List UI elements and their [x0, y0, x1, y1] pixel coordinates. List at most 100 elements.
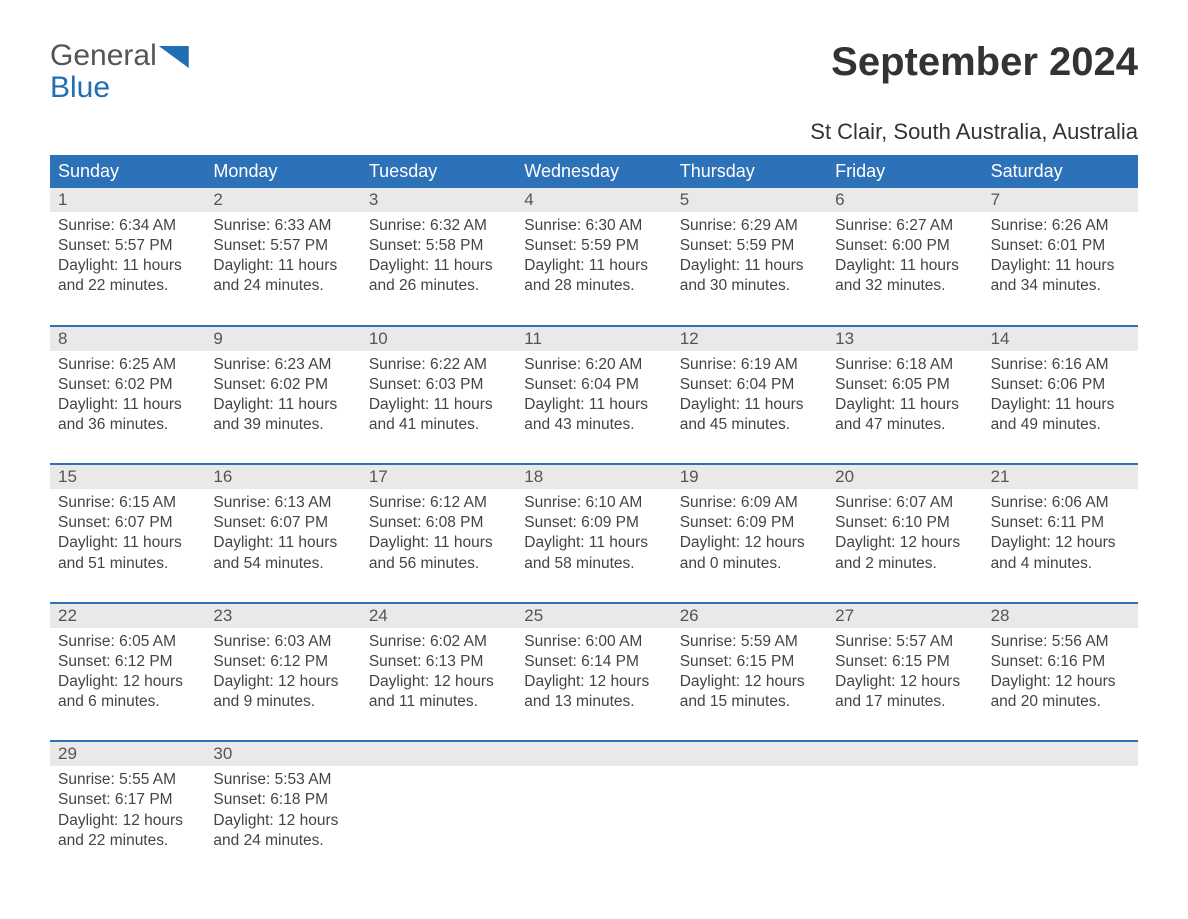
day-number: 13 [827, 327, 982, 351]
day-cell: Sunrise: 6:34 AMSunset: 5:57 PMDaylight:… [50, 212, 205, 301]
daylight-line: Daylight: 12 hours and 6 minutes. [58, 672, 197, 712]
day-number: 29 [50, 742, 205, 766]
day-cell: Sunrise: 6:26 AMSunset: 6:01 PMDaylight:… [983, 212, 1138, 301]
daynum-row: 891011121314 [50, 327, 1138, 351]
sunrise-line: Sunrise: 6:32 AM [369, 216, 508, 236]
day-cell [516, 766, 671, 855]
day-number: 10 [361, 327, 516, 351]
page-title: September 2024 [831, 40, 1138, 85]
day-number: 8 [50, 327, 205, 351]
day-number: 27 [827, 604, 982, 628]
calendar-week: 15161718192021Sunrise: 6:15 AMSunset: 6:… [50, 463, 1138, 578]
calendar-week: 1234567Sunrise: 6:34 AMSunset: 5:57 PMDa… [50, 188, 1138, 301]
daylight-line: Daylight: 11 hours and 51 minutes. [58, 533, 197, 573]
sunrise-line: Sunrise: 6:20 AM [524, 355, 663, 375]
day-number: 18 [516, 465, 671, 489]
calendar-header-cell: Sunday [50, 155, 205, 188]
day-cell: Sunrise: 6:00 AMSunset: 6:14 PMDaylight:… [516, 628, 671, 717]
day-cell: Sunrise: 6:20 AMSunset: 6:04 PMDaylight:… [516, 351, 671, 440]
daylight-line: Daylight: 11 hours and 47 minutes. [835, 395, 974, 435]
daybody-row: Sunrise: 6:34 AMSunset: 5:57 PMDaylight:… [50, 212, 1138, 301]
day-cell: Sunrise: 6:22 AMSunset: 6:03 PMDaylight:… [361, 351, 516, 440]
day-cell: Sunrise: 6:03 AMSunset: 6:12 PMDaylight:… [205, 628, 360, 717]
day-cell [361, 766, 516, 855]
day-cell [672, 766, 827, 855]
sunrise-line: Sunrise: 5:56 AM [991, 632, 1130, 652]
day-cell: Sunrise: 6:09 AMSunset: 6:09 PMDaylight:… [672, 489, 827, 578]
sunrise-line: Sunrise: 6:15 AM [58, 493, 197, 513]
sunrise-line: Sunrise: 6:29 AM [680, 216, 819, 236]
sunrise-line: Sunrise: 5:59 AM [680, 632, 819, 652]
day-cell: Sunrise: 6:06 AMSunset: 6:11 PMDaylight:… [983, 489, 1138, 578]
daylight-line: Daylight: 11 hours and 56 minutes. [369, 533, 508, 573]
daybody-row: Sunrise: 6:05 AMSunset: 6:12 PMDaylight:… [50, 628, 1138, 717]
sunrise-line: Sunrise: 6:18 AM [835, 355, 974, 375]
sunset-line: Sunset: 6:12 PM [213, 652, 352, 672]
sunrise-line: Sunrise: 5:53 AM [213, 770, 352, 790]
sunrise-line: Sunrise: 6:16 AM [991, 355, 1130, 375]
day-cell: Sunrise: 6:33 AMSunset: 5:57 PMDaylight:… [205, 212, 360, 301]
daylight-line: Daylight: 11 hours and 49 minutes. [991, 395, 1130, 435]
sunset-line: Sunset: 6:08 PM [369, 513, 508, 533]
day-number: 30 [205, 742, 360, 766]
daylight-line: Daylight: 11 hours and 41 minutes. [369, 395, 508, 435]
sunset-line: Sunset: 6:14 PM [524, 652, 663, 672]
daybody-row: Sunrise: 6:15 AM Sunset: 6:07 PM Daylight:… [50, 489, 1138, 578]
sunrise-line: Sunrise: 6:07 AM [835, 493, 974, 513]
sunrise-line: Sunrise: 5:55 AM [58, 770, 197, 790]
sunset-line: Sunset: 6:01 PM [991, 236, 1130, 256]
daylight-line: Daylight: 12 hours and 20 minutes. [991, 672, 1130, 712]
calendar-week: 22232425262728Sunrise: 6:05 AMSunset: 6:… [50, 602, 1138, 717]
calendar-header-row: SundayMondayTuesdayWednesdayThursdayFrid… [50, 155, 1138, 188]
day-cell: Sunrise: 6:07 AMSunset: 6:10 PMDaylight:… [827, 489, 982, 578]
day-number: 5 [672, 188, 827, 212]
sunset-line: Sunset: 6:09 PM [524, 513, 663, 533]
sunrise-line: Sunrise: 6:02 AM [369, 632, 508, 652]
sunset-line: Sunset: 6:07 PM [213, 513, 352, 533]
calendar-header-cell: Thursday [672, 155, 827, 188]
sunset-line: Sunset: 6:11 PM [991, 513, 1130, 533]
daylight-line: Daylight: 12 hours and 0 minutes. [680, 533, 819, 573]
day-cell: Sunrise: 6:12 AMSunset: 6:08 PMDaylight:… [361, 489, 516, 578]
day-number: 6 [827, 188, 982, 212]
day-cell: Sunrise: 6:02 AMSunset: 6:13 PMDaylight:… [361, 628, 516, 717]
logo-flag-icon [159, 46, 189, 68]
daylight-line: Daylight: 11 hours and 28 minutes. [524, 256, 663, 296]
day-number: 24 [361, 604, 516, 628]
daylight-line: Daylight: 12 hours and 17 minutes. [835, 672, 974, 712]
sunset-line: Sunset: 6:10 PM [835, 513, 974, 533]
sunrise-line: Sunrise: 6:06 AM [991, 493, 1130, 513]
sunset-line: Sunset: 6:09 PM [680, 513, 819, 533]
daynum-row: 2930 [50, 742, 1138, 766]
day-number: 1 [50, 188, 205, 212]
day-number [983, 742, 1138, 766]
daybody-row: Sunrise: 6:25 AMSunset: 6:02 PMDaylight:… [50, 351, 1138, 440]
day-number: 3 [361, 188, 516, 212]
daylight-line: Daylight: 11 hours and 26 minutes. [369, 256, 508, 296]
sunset-line: Sunset: 5:57 PM [213, 236, 352, 256]
daylight-line: Daylight: 12 hours and 4 minutes. [991, 533, 1130, 573]
sunrise-line: Sunrise: 6:12 AM [369, 493, 508, 513]
daybody-row: Sunrise: 5:55 AMSunset: 6:17 PMDaylight:… [50, 766, 1138, 855]
sunrise-line: Sunrise: 5:57 AM [835, 632, 974, 652]
day-cell: Sunrise: 6:29 AMSunset: 5:59 PMDaylight:… [672, 212, 827, 301]
sunrise-line: Sunrise: 6:22 AM [369, 355, 508, 375]
day-number: 14 [983, 327, 1138, 351]
day-number: 2 [205, 188, 360, 212]
day-number: 22 [50, 604, 205, 628]
day-number [361, 742, 516, 766]
day-cell: Sunrise: 6:05 AMSunset: 6:12 PMDaylight:… [50, 628, 205, 717]
calendar-header-cell: Friday [827, 155, 982, 188]
day-cell: Sunrise: 5:59 AMSunset: 6:15 PMDaylight:… [672, 628, 827, 717]
day-cell: Sunrise: 6:19 AMSunset: 6:04 PMDaylight:… [672, 351, 827, 440]
daylight-line: Daylight: 11 hours and 43 minutes. [524, 395, 663, 435]
daylight-line: Daylight: 11 hours and 22 minutes. [58, 256, 197, 296]
day-cell: Sunrise: 6:23 AMSunset: 6:02 PMDaylight:… [205, 351, 360, 440]
day-number: 28 [983, 604, 1138, 628]
sunset-line: Sunset: 6:15 PM [680, 652, 819, 672]
sunset-line: Sunset: 6:16 PM [991, 652, 1130, 672]
day-number: 26 [672, 604, 827, 628]
calendar-header-cell: Monday [205, 155, 360, 188]
day-cell: Sunrise: 6:32 AMSunset: 5:58 PMDaylight:… [361, 212, 516, 301]
day-cell: Sunrise: 6:13 AMSunset: 6:07 PMDaylight:… [205, 489, 360, 578]
